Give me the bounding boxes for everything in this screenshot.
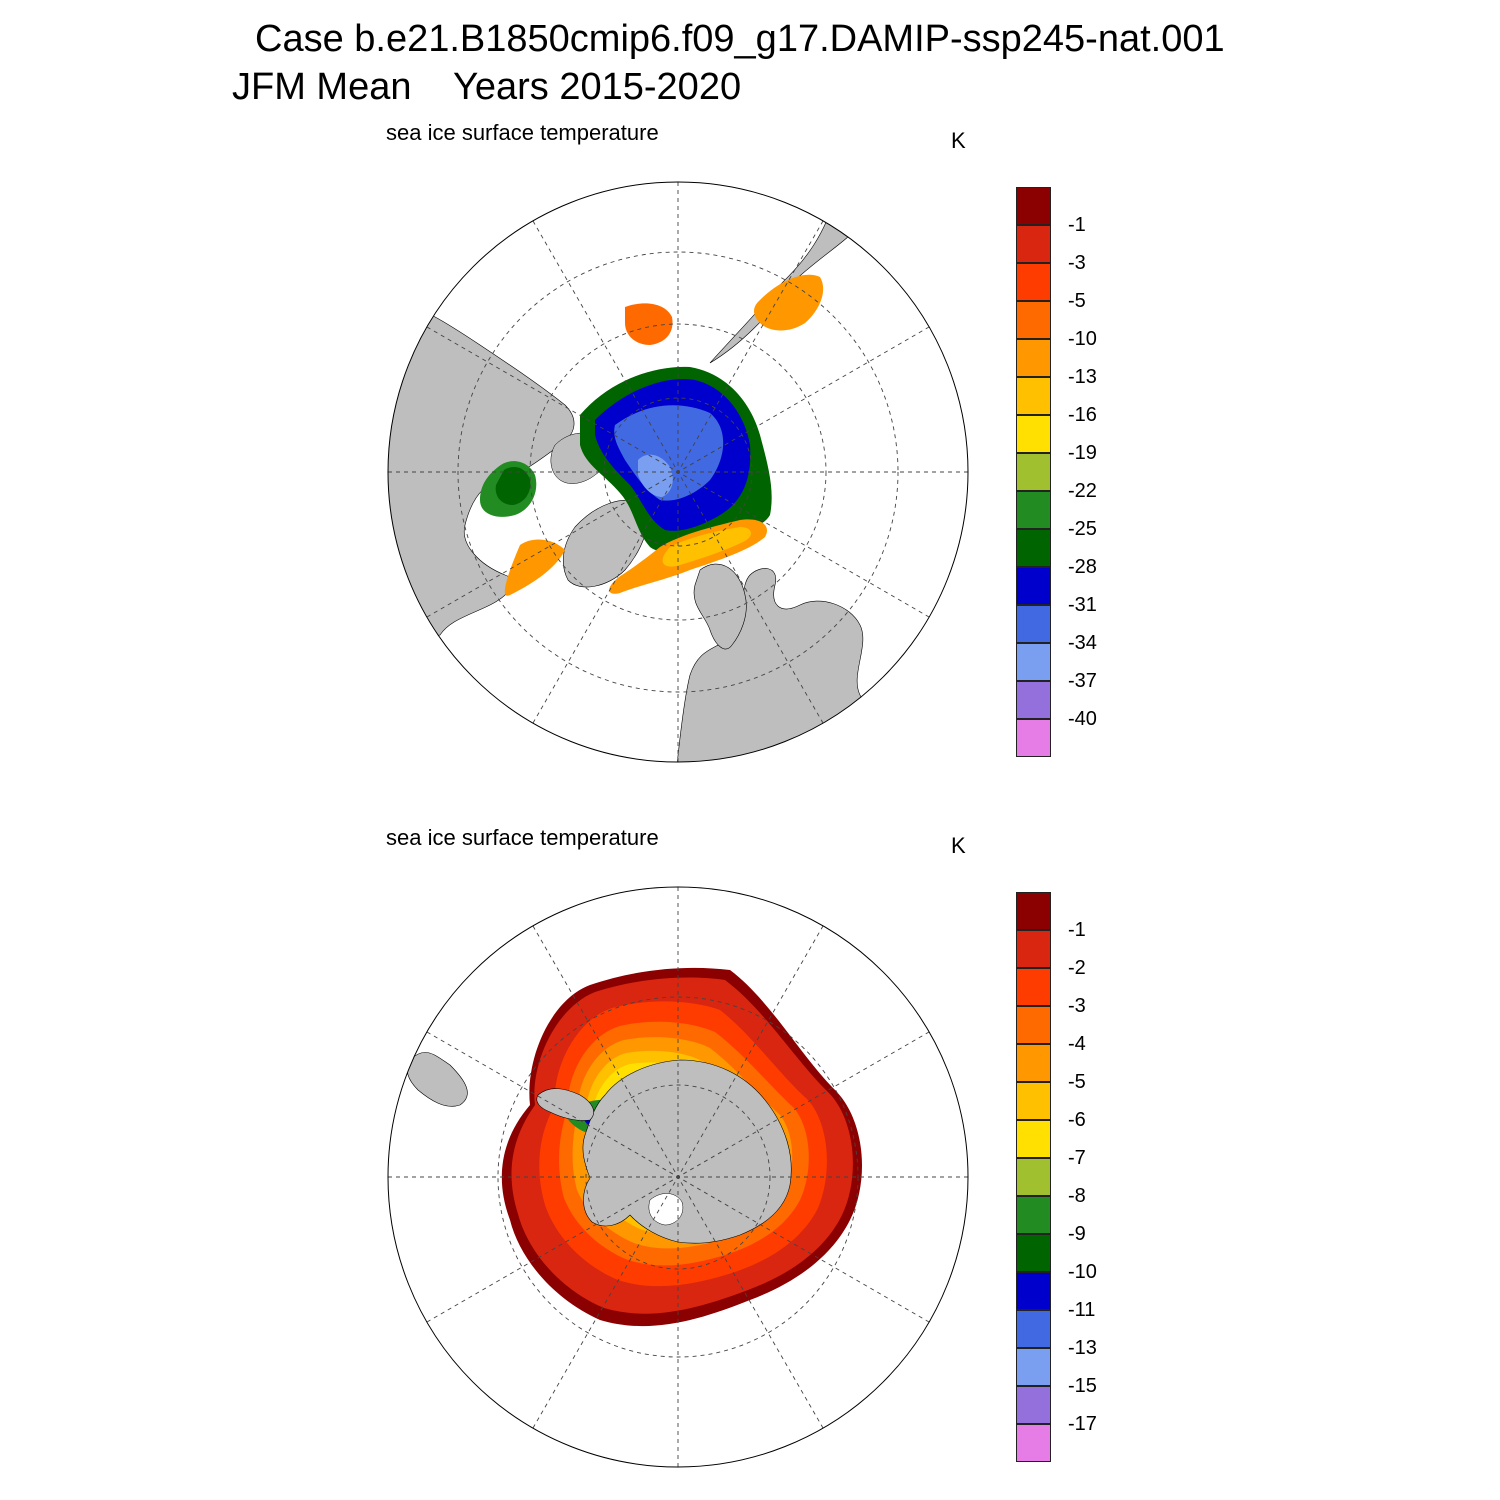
south-polar-map	[387, 886, 969, 1468]
south-graticule	[388, 887, 968, 1467]
south-colorbar-label: -2	[1068, 957, 1086, 979]
south-colorbar-box	[1016, 1386, 1051, 1424]
figure-title-period: JFM Mean Years 2015-2020	[232, 66, 742, 108]
south-colorbar-box	[1016, 1196, 1051, 1234]
south-map-border	[387, 886, 969, 1468]
south-land-south-america	[406, 1052, 468, 1107]
north-colorbar-label: -1	[1068, 214, 1086, 236]
north-colorbar-box	[1016, 415, 1051, 453]
north-land-greenland	[562, 500, 648, 588]
north-colorbar-label: -19	[1068, 442, 1097, 464]
south-colorbar-box	[1016, 892, 1051, 930]
north-colorbar-label: -37	[1068, 670, 1097, 692]
south-land-antarctica	[582, 1059, 792, 1244]
north-ice-hudson-inner	[495, 467, 531, 505]
south-land-peninsula	[536, 1088, 594, 1121]
north-colorbar-label: -34	[1068, 632, 1097, 654]
south-colorbar-label: -1	[1068, 919, 1086, 941]
north-panel-title: sea ice surface temperature	[386, 120, 659, 145]
south-colorbar-label: -10	[1068, 1261, 1097, 1283]
south-colorbar-label: -3	[1068, 995, 1086, 1017]
north-colorbar-box	[1016, 529, 1051, 567]
north-colorbar-box	[1016, 301, 1051, 339]
south-colorbar-label: -8	[1068, 1185, 1086, 1207]
south-colorbar-box	[1016, 1424, 1051, 1462]
north-colorbar-box	[1016, 719, 1051, 757]
north-colorbar-label: -5	[1068, 290, 1086, 312]
north-colorbar-box	[1016, 605, 1051, 643]
south-colorbar-box	[1016, 968, 1051, 1006]
south-colorbar-label: -5	[1068, 1071, 1086, 1093]
north-colorbar-box	[1016, 643, 1051, 681]
north-colorbar-box	[1016, 681, 1051, 719]
south-colorbar-label: -6	[1068, 1109, 1086, 1131]
south-colorbar-box	[1016, 1082, 1051, 1120]
north-colorbar-label: -22	[1068, 480, 1097, 502]
south-colorbar-box	[1016, 1348, 1051, 1386]
north-colorbar-label: -40	[1068, 708, 1097, 730]
north-colorbar-label: -16	[1068, 404, 1097, 426]
north-colorbar-label: -3	[1068, 252, 1086, 274]
south-land-ross-ice-shelf	[648, 1193, 684, 1226]
north-ice-labrador	[504, 539, 565, 596]
north-polar-map	[387, 181, 969, 763]
south-colorbar-box	[1016, 1120, 1051, 1158]
north-colorbar-box	[1016, 187, 1051, 225]
north-colorbar-box	[1016, 225, 1051, 263]
south-units-label: K	[951, 833, 966, 858]
south-colorbar-label: -13	[1068, 1337, 1097, 1359]
north-land-scandinavia	[693, 563, 747, 650]
north-colorbar-label: -31	[1068, 594, 1097, 616]
south-colorbar-label: -11	[1068, 1299, 1096, 1321]
south-colorbar-box	[1016, 1044, 1051, 1082]
north-ice-okhotsk	[754, 274, 824, 331]
south-colorbar-box	[1016, 930, 1051, 968]
south-panel-title: sea ice surface temperature	[386, 825, 659, 850]
south-colorbar-label: -17	[1068, 1413, 1097, 1435]
north-colorbar-box	[1016, 453, 1051, 491]
figure-title-case: Case b.e21.B1850cmip6.f09_g17.DAMIP-ssp2…	[255, 18, 1225, 60]
south-colorbar-label: -9	[1068, 1223, 1086, 1245]
north-colorbar-box	[1016, 377, 1051, 415]
north-colorbar-label: -10	[1068, 328, 1097, 350]
south-colorbar-label: -7	[1068, 1147, 1086, 1169]
south-colorbar-box	[1016, 1158, 1051, 1196]
north-colorbar-box	[1016, 491, 1051, 529]
north-ice-bering	[625, 303, 673, 345]
north-units-label: K	[951, 128, 966, 153]
north-map-border	[387, 181, 969, 763]
north-colorbar-box	[1016, 339, 1051, 377]
north-colorbar-label: -13	[1068, 366, 1097, 388]
south-colorbar-box	[1016, 1310, 1051, 1348]
north-colorbar-label: -25	[1068, 518, 1097, 540]
north-ice-light-blue	[638, 454, 673, 497]
south-colorbar-label: -4	[1068, 1033, 1086, 1055]
north-colorbar-box	[1016, 263, 1051, 301]
north-colorbar-box	[1016, 567, 1051, 605]
south-colorbar-box	[1016, 1006, 1051, 1044]
north-colorbar-label: -28	[1068, 556, 1097, 578]
north-ice-barents-yellow	[662, 527, 752, 567]
north-graticule	[388, 182, 968, 762]
south-colorbar-label: -15	[1068, 1375, 1097, 1397]
south-colorbar-box	[1016, 1234, 1051, 1272]
south-colorbar-box	[1016, 1272, 1051, 1310]
